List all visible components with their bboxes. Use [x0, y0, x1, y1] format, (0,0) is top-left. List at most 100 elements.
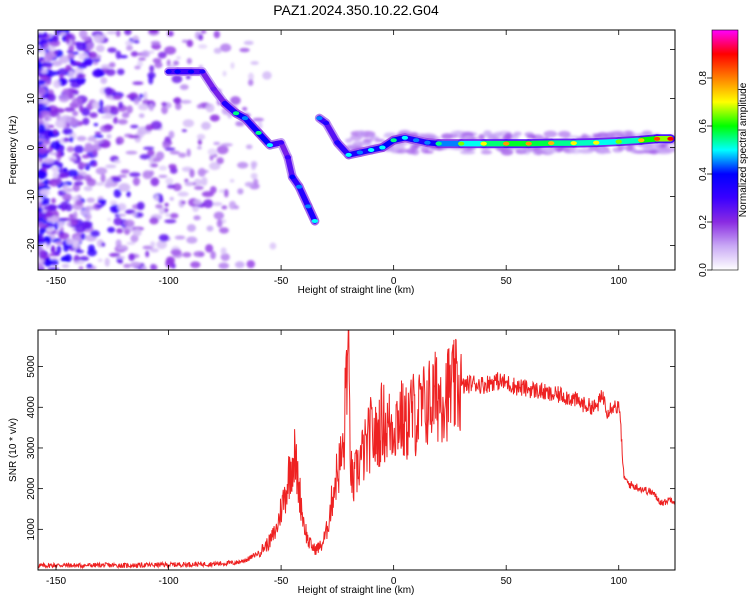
heatmap-cell	[154, 194, 159, 202]
heatmap-cell	[75, 249, 85, 254]
heatmap-cell	[129, 172, 141, 177]
heatmap-cell	[124, 30, 132, 36]
heatmap-cell	[100, 77, 108, 85]
heatmap-cell	[149, 65, 155, 73]
heatmap-cell	[101, 242, 106, 247]
heatmap-cell	[269, 242, 277, 250]
heatmap-cell	[250, 161, 258, 168]
heatmap-cell	[47, 267, 60, 270]
ridge-point	[570, 141, 577, 146]
heatmap-cell	[40, 70, 49, 74]
heatmap-cell	[169, 212, 179, 219]
heatmap-cell	[51, 60, 63, 67]
heatmap-cell	[173, 97, 182, 105]
heatmap-cell	[173, 60, 180, 66]
heatmap-cell	[53, 49, 59, 55]
heatmap-cell	[138, 113, 145, 119]
heatmap-cell	[459, 150, 476, 155]
heatmap-cell	[139, 153, 151, 160]
heatmap-cell	[124, 40, 133, 46]
heatmap-cell	[152, 58, 162, 64]
heatmap-cell	[91, 101, 101, 109]
heatmap-cell	[63, 137, 70, 143]
heatmap-cell	[168, 163, 177, 170]
heatmap-cell	[83, 221, 90, 228]
heatmap-cell	[237, 188, 244, 195]
heatmap-cell	[133, 98, 140, 105]
colorbar-gradient	[711, 29, 739, 271]
heatmap-cell	[193, 199, 202, 206]
heatmap-cell	[180, 99, 192, 104]
heatmap-cell	[128, 253, 135, 261]
heatmap-cell	[221, 205, 228, 210]
heatmap-cell	[72, 183, 81, 192]
heatmap-cell	[46, 227, 54, 233]
heatmap-cell	[222, 70, 227, 77]
heatmap-cell	[38, 87, 47, 96]
heatmap-cell	[150, 163, 159, 168]
heatmap-cell	[171, 74, 183, 84]
x-tick-label: -100	[159, 276, 179, 287]
heatmap-cell	[65, 34, 71, 44]
x-tick-label: -100	[159, 576, 179, 587]
heatmap-cell	[184, 178, 189, 183]
heatmap-cell	[38, 123, 46, 133]
heatmap-cell	[125, 150, 138, 155]
heatmap-cell	[218, 262, 230, 269]
heatmap-cell	[239, 47, 250, 53]
heatmap-cell	[64, 107, 76, 112]
heatmap-cell	[209, 154, 214, 161]
heatmap-cell	[186, 39, 194, 48]
heatmap-cell	[164, 46, 177, 55]
heatmap-cell	[77, 73, 84, 78]
heatmap-cell	[41, 62, 54, 68]
heatmap-cell	[73, 181, 84, 186]
heatmap-cell	[197, 167, 206, 177]
heatmap-cell	[145, 250, 150, 258]
heatmap-cell	[38, 170, 48, 180]
heatmap-cell	[242, 106, 248, 111]
heatmap-cell	[578, 148, 594, 154]
heatmap-cell	[480, 150, 493, 155]
heatmap-cell	[384, 132, 397, 137]
heatmap-cell	[230, 62, 235, 70]
heatmap-cell	[213, 211, 225, 220]
heatmap-cell	[216, 219, 223, 228]
heatmap-cell	[182, 119, 195, 128]
heatmap-cell	[52, 171, 59, 179]
heatmap-cell	[374, 138, 386, 143]
heatmap-cell	[543, 130, 558, 138]
heatmap-cell	[126, 105, 133, 114]
heatmap-cell	[130, 51, 139, 57]
heatmap-cell	[196, 133, 206, 140]
ridge-point	[653, 136, 661, 141]
heatmap-cell	[129, 261, 141, 268]
heatmap-cell	[118, 213, 127, 217]
heatmap-cell	[38, 49, 46, 56]
spectral-ridge	[164, 67, 675, 226]
heatmap-cell	[126, 190, 131, 198]
heatmap-cell	[68, 70, 75, 79]
heatmap-cell	[155, 151, 165, 161]
heatmap-cell	[140, 265, 148, 270]
heatmap-cell	[213, 141, 221, 146]
ridge-point	[379, 145, 386, 150]
heatmap-cell	[38, 104, 48, 108]
heatmap-cell	[394, 145, 406, 149]
heatmap-cell	[71, 97, 83, 106]
heatmap-cell	[535, 148, 543, 156]
heatmap-cell	[115, 255, 126, 260]
heatmap-cell	[70, 118, 79, 128]
heatmap-cell	[206, 225, 214, 232]
heatmap-cell	[142, 170, 153, 180]
heatmap-cell	[39, 189, 51, 197]
heatmap-cell	[368, 134, 375, 138]
heatmap-cell	[156, 240, 167, 250]
heatmap-cell	[220, 253, 230, 261]
heatmap-cell	[57, 68, 68, 76]
heatmap-cell	[94, 131, 102, 135]
heatmap-cell	[150, 177, 160, 187]
heatmap-cell	[169, 196, 174, 201]
heatmap-cell	[90, 230, 100, 238]
heatmap-cell	[49, 217, 57, 223]
